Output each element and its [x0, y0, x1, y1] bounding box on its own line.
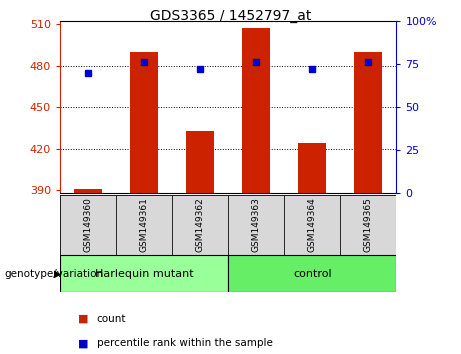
- Bar: [284, 195, 340, 255]
- Text: Harlequin mutant: Harlequin mutant: [95, 269, 193, 279]
- Bar: [355, 52, 383, 193]
- Text: ■: ■: [78, 338, 89, 348]
- Text: GSM149364: GSM149364: [308, 198, 317, 252]
- Text: GSM149361: GSM149361: [140, 198, 148, 252]
- Text: GSM149365: GSM149365: [364, 198, 373, 252]
- Bar: [228, 195, 284, 255]
- Text: count: count: [97, 314, 126, 324]
- Bar: [74, 189, 102, 193]
- Bar: [172, 195, 228, 255]
- Text: GSM149360: GSM149360: [83, 198, 93, 252]
- Bar: [130, 52, 158, 193]
- Bar: [228, 255, 396, 292]
- Text: GDS3365 / 1452797_at: GDS3365 / 1452797_at: [150, 9, 311, 23]
- Text: ▶: ▶: [54, 269, 62, 279]
- Text: genotype/variation: genotype/variation: [5, 269, 104, 279]
- Text: ■: ■: [78, 314, 89, 324]
- Bar: [340, 195, 396, 255]
- Bar: [60, 195, 116, 255]
- Text: GSM149362: GSM149362: [195, 198, 205, 252]
- Bar: [116, 195, 172, 255]
- Text: control: control: [293, 269, 331, 279]
- Text: percentile rank within the sample: percentile rank within the sample: [97, 338, 273, 348]
- Bar: [60, 255, 228, 292]
- Bar: [186, 131, 214, 193]
- Text: GSM149363: GSM149363: [252, 198, 261, 252]
- Bar: [242, 28, 270, 193]
- Bar: [298, 143, 326, 193]
